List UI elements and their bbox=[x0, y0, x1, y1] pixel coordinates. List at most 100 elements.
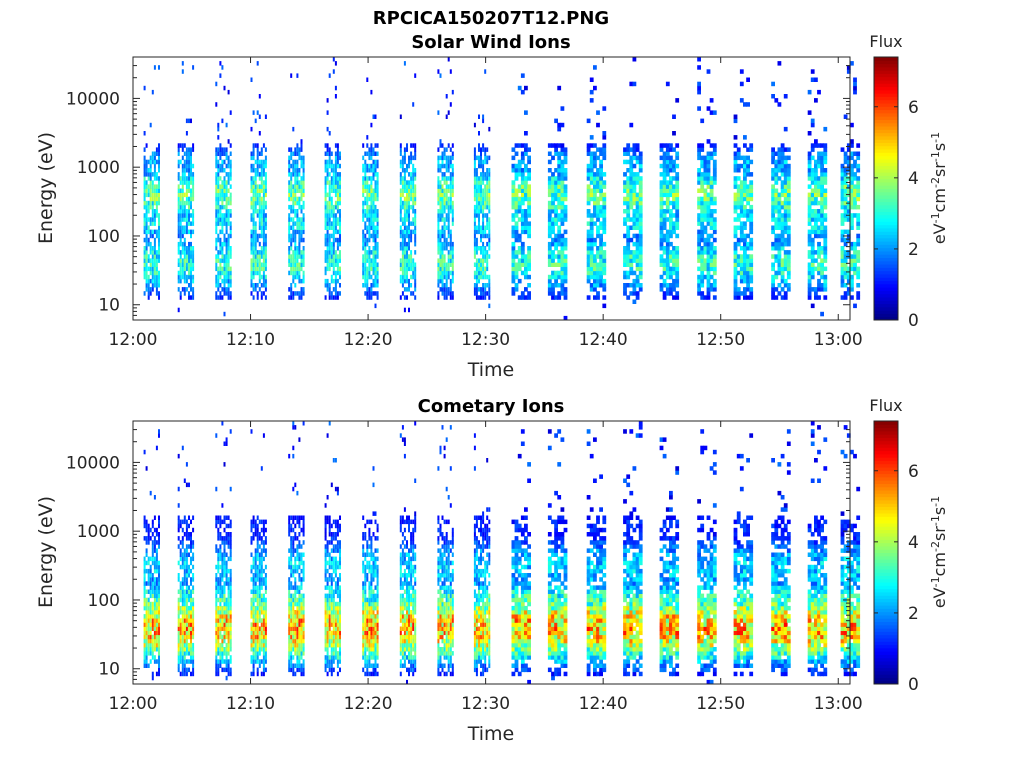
spectrogram-cell bbox=[807, 89, 812, 95]
spectrogram-cell bbox=[219, 73, 222, 78]
spectrogram-cell bbox=[780, 258, 785, 263]
spectrogram-cell bbox=[520, 172, 525, 177]
spectrogram-cell bbox=[223, 667, 226, 673]
spectrogram-cell bbox=[447, 163, 450, 169]
spectrogram-cell bbox=[823, 188, 828, 193]
spectrogram-cell bbox=[326, 213, 329, 218]
spectrogram-cell bbox=[675, 155, 680, 161]
spectrogram-cell bbox=[843, 266, 848, 272]
spectrogram-cell bbox=[143, 155, 146, 161]
spectrogram-cell bbox=[225, 200, 228, 206]
spectrogram-cell bbox=[294, 147, 297, 152]
spectrogram-cell bbox=[672, 176, 676, 181]
colorbar-step bbox=[874, 172, 898, 176]
spectrogram-cell bbox=[288, 250, 291, 255]
spectrogram-cell bbox=[326, 200, 329, 206]
spectrogram-cell bbox=[181, 585, 184, 590]
spectrogram-cell bbox=[675, 278, 680, 284]
spectrogram-cell bbox=[439, 143, 442, 148]
spectrogram-cell bbox=[217, 597, 220, 603]
spectrogram-cell bbox=[262, 184, 265, 189]
spectrogram-cell bbox=[840, 147, 845, 152]
spectrogram-cell bbox=[155, 581, 158, 586]
spectrogram-cell bbox=[401, 204, 404, 210]
spectrogram-cell bbox=[326, 168, 329, 173]
spectrogram-cell bbox=[185, 254, 188, 259]
spectrogram-cell bbox=[254, 196, 257, 202]
spectrogram-cell bbox=[296, 143, 299, 148]
spectrogram-cell bbox=[473, 176, 476, 181]
spectrogram-cell bbox=[151, 532, 154, 537]
spectrogram-cell bbox=[324, 283, 327, 288]
spectrogram-cell bbox=[408, 229, 410, 235]
spectrogram-cell bbox=[706, 200, 711, 206]
spectrogram-cell bbox=[219, 605, 222, 611]
spectrogram-cell bbox=[151, 601, 154, 607]
spectrogram-cell bbox=[478, 258, 480, 263]
spectrogram-cell bbox=[814, 258, 818, 263]
spectrogram-cell bbox=[256, 254, 259, 259]
spectrogram-cell bbox=[143, 176, 146, 181]
spectrogram-cell bbox=[449, 204, 452, 210]
spectrogram-cell bbox=[557, 237, 562, 243]
spectrogram-cell bbox=[339, 254, 341, 259]
spectrogram-cell bbox=[586, 188, 591, 193]
spectrogram-cell bbox=[736, 254, 741, 259]
spectrogram-cell bbox=[324, 196, 327, 202]
spectrogram-cell bbox=[443, 151, 446, 156]
spectrogram-cell bbox=[334, 283, 337, 288]
spectrogram-cell bbox=[475, 229, 478, 235]
spectrogram-cell bbox=[771, 204, 775, 210]
spectrogram-cell bbox=[599, 159, 603, 165]
spectrogram-cell bbox=[147, 229, 150, 235]
spectrogram-cell bbox=[807, 172, 812, 177]
spectrogram-cell bbox=[330, 274, 333, 280]
spectrogram-cell bbox=[736, 192, 741, 198]
spectrogram-cell bbox=[478, 295, 480, 300]
spectrogram-cell bbox=[330, 250, 333, 255]
spectrogram-cell bbox=[774, 270, 779, 276]
spectrogram-cell bbox=[599, 283, 603, 288]
spectrogram-cell bbox=[488, 155, 491, 161]
spectrogram-cell bbox=[143, 568, 146, 574]
spectrogram-cell bbox=[364, 151, 367, 156]
spectrogram-cell bbox=[145, 634, 148, 640]
spectrogram-cell bbox=[300, 196, 303, 202]
spectrogram-cell bbox=[560, 213, 565, 218]
spectrogram-cell bbox=[334, 278, 337, 284]
spectrogram-cell bbox=[449, 196, 452, 202]
spectrogram-cell bbox=[739, 291, 744, 296]
spectrogram-cell bbox=[368, 184, 371, 189]
spectrogram-cell bbox=[414, 217, 417, 222]
spectrogram-cell bbox=[217, 250, 220, 255]
spectrogram-cell bbox=[449, 200, 452, 206]
spectrogram-cell bbox=[856, 237, 861, 243]
spectrogram-cell bbox=[517, 250, 522, 255]
spectrogram-cell bbox=[302, 225, 305, 230]
spectrogram-cell bbox=[298, 233, 301, 239]
spectrogram-cell bbox=[264, 192, 267, 198]
spectrogram-cell bbox=[158, 180, 160, 185]
spectrogram-cell bbox=[296, 176, 299, 181]
spectrogram-cell bbox=[328, 188, 331, 193]
spectrogram-cell bbox=[370, 295, 373, 300]
spectrogram-cell bbox=[290, 180, 293, 185]
spectrogram-cell bbox=[190, 200, 192, 206]
spectrogram-cell bbox=[480, 246, 482, 251]
spectrogram-cell bbox=[706, 106, 711, 111]
spectrogram-cell bbox=[777, 233, 782, 239]
spectrogram-cell bbox=[712, 278, 717, 284]
spectrogram-cell bbox=[339, 221, 341, 226]
spectrogram-cell bbox=[514, 250, 519, 255]
spectrogram-cell bbox=[192, 540, 195, 545]
spectrogram-cell bbox=[665, 200, 670, 206]
spectrogram-cell bbox=[846, 217, 851, 222]
spectrogram-cell bbox=[408, 155, 410, 161]
spectrogram-cell bbox=[153, 515, 156, 520]
spectrogram-cell bbox=[700, 270, 705, 276]
spectrogram-cell bbox=[181, 540, 184, 545]
spectrogram-cell bbox=[514, 266, 519, 272]
spectrogram-cell bbox=[185, 168, 188, 173]
spectrogram-cell bbox=[376, 188, 379, 193]
spectrogram-cell bbox=[190, 642, 192, 648]
